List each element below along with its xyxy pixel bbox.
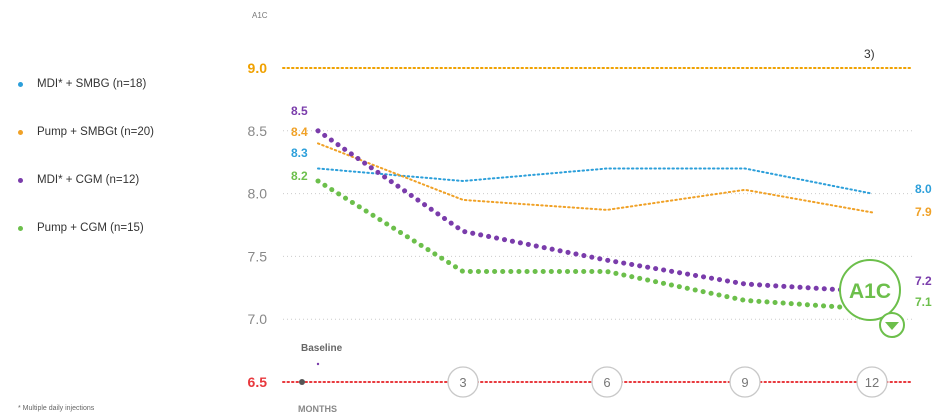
series-end-label: 7.1 <box>915 295 932 309</box>
x-tick-circle <box>591 366 623 398</box>
x-tick-label: 6 <box>603 375 610 390</box>
series-start-label: 8.5 <box>291 104 308 118</box>
x-tick-circle <box>729 366 761 398</box>
baseline-tick <box>316 362 320 366</box>
x-baseline-label: Baseline <box>301 343 343 354</box>
x-axis-origin-dot <box>299 379 305 385</box>
down-arrow-icon <box>885 322 899 330</box>
x-axis-label: MONTHS <box>298 404 337 414</box>
legend-label: MDI* + CGM (n=12) <box>37 174 140 186</box>
x-tick-label: 3 <box>459 375 466 390</box>
y-tick-label: 9.0 <box>248 60 268 76</box>
series-start-label: 8.4 <box>291 125 308 139</box>
legend-swatch <box>18 129 23 135</box>
y-tick-label: 7.0 <box>248 311 268 327</box>
x-tick-circle <box>856 366 888 398</box>
legend-item-mdi-smbg: MDI* + SMBG (n=18) <box>18 60 218 108</box>
footnote: * Multiple daily injections <box>18 405 95 412</box>
x-tick-label: 9 <box>741 375 748 390</box>
series-line <box>315 128 875 295</box>
legend-item-pump-smbg: Pump + SMBGt (n=20) <box>18 108 218 156</box>
legend-label: MDI* + SMBG (n=18) <box>37 78 147 90</box>
y-tick-label: 6.5 <box>248 374 268 390</box>
legend-item-mdi-cgm: MDI* + CGM (n=12) <box>18 156 218 204</box>
y-tick-label: 8.5 <box>248 123 268 139</box>
legend: MDI* + SMBG (n=18) Pump + SMBGt (n=20) M… <box>18 60 218 252</box>
legend-swatch <box>18 177 23 183</box>
x-tick-circle <box>447 366 479 398</box>
y-tick-label: 8.0 <box>248 186 268 202</box>
legend-label: Pump + SMBGt (n=20) <box>37 126 154 138</box>
x-tick-label: 12 <box>865 375 879 390</box>
a1c-badge-text: A1C <box>849 280 891 303</box>
legend-swatch <box>18 81 23 87</box>
series-end-label: 8.0 <box>915 182 932 196</box>
y-tick-label: 7.5 <box>248 248 268 264</box>
legend-label: Pump + CGM (n=15) <box>37 222 144 234</box>
a1c-badge <box>839 259 901 321</box>
y-axis-label: A1C <box>252 11 268 20</box>
series-line <box>317 167 873 195</box>
legend-item-pump-cgm: Pump + CGM (n=15) <box>18 204 218 252</box>
series-end-label: 7.9 <box>915 205 932 219</box>
legend-swatch <box>18 225 23 231</box>
series-start-label: 8.2 <box>291 169 308 183</box>
series-line <box>317 142 873 214</box>
series-line <box>315 178 875 312</box>
series-start-label: 8.3 <box>291 146 308 160</box>
corner-note: 3) <box>864 47 875 61</box>
series-end-label: 7.2 <box>915 274 932 288</box>
